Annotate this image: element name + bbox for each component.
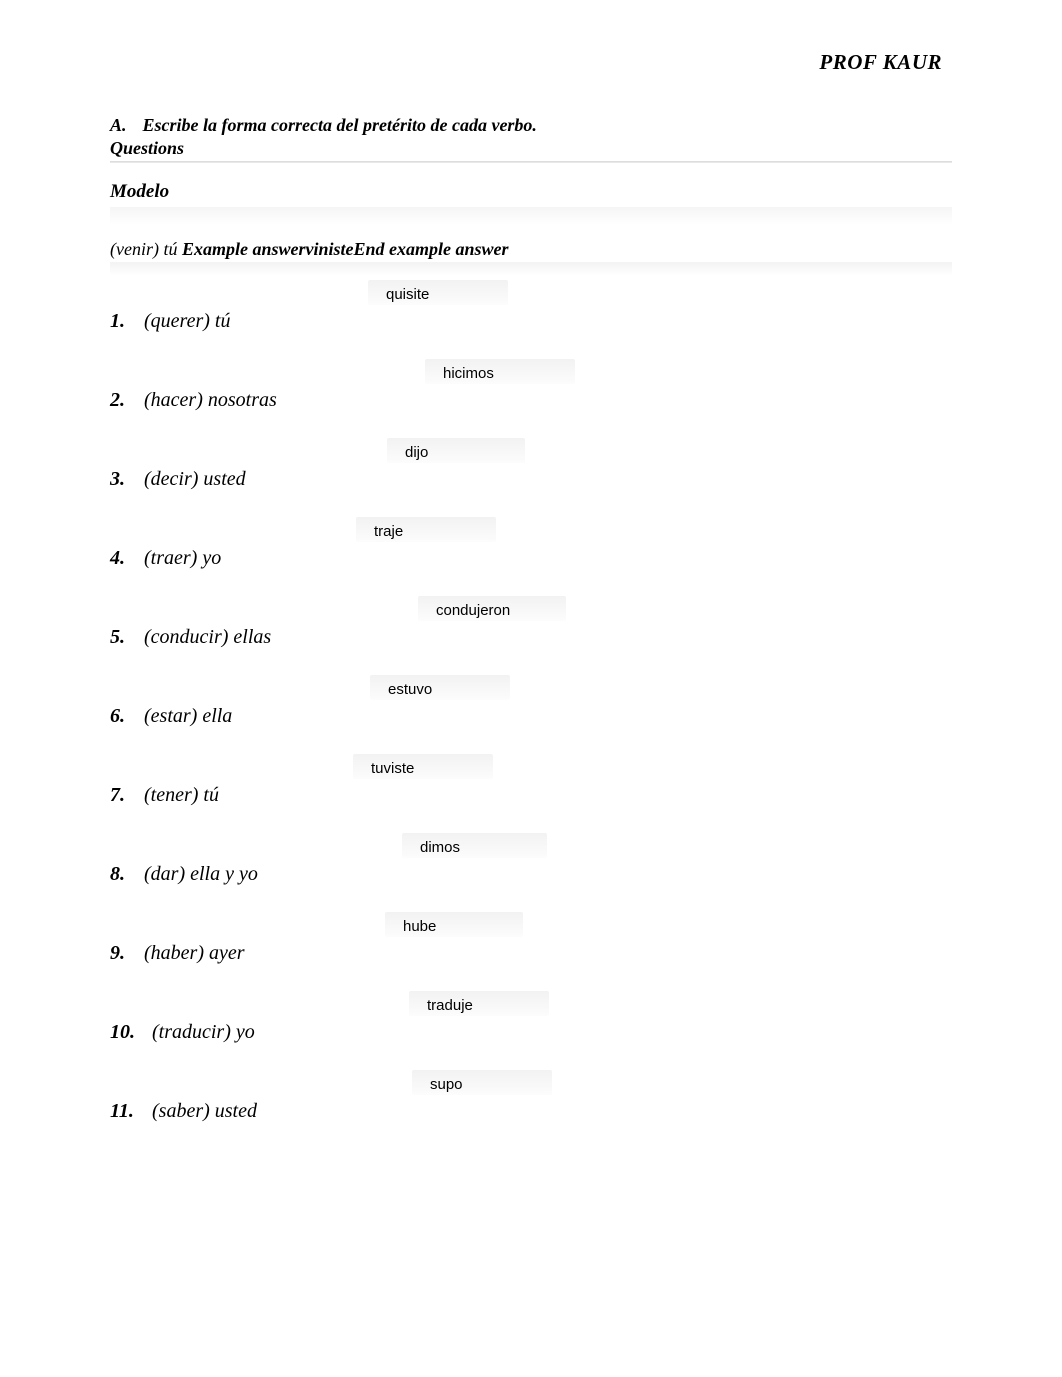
question-row: dijo3.(decir) usted: [110, 468, 952, 491]
modelo-example-answer: viniste: [306, 239, 354, 259]
answer-text: condujeron: [436, 602, 510, 619]
question-number: 10.: [110, 1021, 152, 1044]
question-row: quisite1.(querer) tú: [110, 310, 952, 333]
question-line: 5.(conducir) ellas: [110, 626, 952, 649]
modelo-title: Modelo: [110, 181, 952, 203]
question-number: 11.: [110, 1100, 152, 1123]
section-letter: A.: [110, 115, 127, 135]
question-row: dimos8.(dar) ella y yo: [110, 863, 952, 886]
question-number: 7.: [110, 784, 144, 807]
question-row: supo11.(saber) usted: [110, 1100, 952, 1123]
modelo-divider-bottom: [110, 262, 952, 276]
question-row: hicimos2.(hacer) nosotras: [110, 389, 952, 412]
answer-text: dimos: [420, 839, 460, 856]
question-row: traduje10.(traducir) yo: [110, 1021, 952, 1044]
question-number: 2.: [110, 389, 144, 412]
answer-text: traduje: [427, 997, 473, 1014]
question-prompt: (querer) tú: [144, 310, 230, 332]
question-prompt: (saber) usted: [152, 1100, 257, 1122]
question-line: 8.(dar) ella y yo: [110, 863, 952, 886]
answer-text: hicimos: [443, 365, 494, 382]
question-row: condujeron5.(conducir) ellas: [110, 626, 952, 649]
question-number: 6.: [110, 705, 144, 728]
question-prompt: (hacer) nosotras: [144, 389, 277, 411]
answer-text: supo: [430, 1076, 463, 1093]
modelo-prompt: (venir) tú: [110, 239, 182, 259]
question-number: 1.: [110, 310, 144, 333]
modelo-block: Modelo (venir) tú Example answervinisteE…: [110, 181, 952, 276]
question-prompt: (traer) yo: [144, 547, 221, 569]
answer-text: tuviste: [371, 760, 414, 777]
answer-text: dijo: [405, 444, 428, 461]
spacer: [131, 118, 139, 135]
question-row: tuviste7.(tener) tú: [110, 784, 952, 807]
answer-text: hube: [403, 918, 436, 935]
section-divider: [110, 161, 952, 163]
question-prompt: (traducir) yo: [152, 1021, 255, 1043]
answer-text: quisite: [386, 286, 429, 303]
modelo-example-prefix: Example answer: [182, 239, 306, 259]
modelo-example-suffix: End example answer: [354, 239, 509, 259]
question-line: 10.(traducir) yo: [110, 1021, 952, 1044]
question-prompt: (tener) tú: [144, 784, 219, 806]
modelo-divider-top: [110, 207, 952, 225]
questions-label: Questions: [110, 138, 952, 159]
question-row: estuvo6.(estar) ella: [110, 705, 952, 728]
question-row: hube9.(haber) ayer: [110, 942, 952, 965]
question-line: 4.(traer) yo: [110, 547, 952, 570]
question-number: 4.: [110, 547, 144, 570]
question-line: 2.(hacer) nosotras: [110, 389, 952, 412]
question-line: 9.(haber) ayer: [110, 942, 952, 965]
question-line: 7.(tener) tú: [110, 784, 952, 807]
question-prompt: (conducir) ellas: [144, 626, 271, 648]
question-line: 6.(estar) ella: [110, 705, 952, 728]
section-header: A. Escribe la forma correcta del pretéri…: [110, 115, 952, 136]
question-number: 9.: [110, 942, 144, 965]
question-line: 3.(decir) usted: [110, 468, 952, 491]
question-number: 5.: [110, 626, 144, 649]
question-prompt: (decir) usted: [144, 468, 246, 490]
answer-text: traje: [374, 523, 403, 540]
questions-list: quisite1.(querer) túhicimos2.(hacer) nos…: [110, 310, 952, 1123]
answer-text: estuvo: [388, 681, 432, 698]
modelo-line: (venir) tú Example answervinisteEnd exam…: [110, 239, 952, 260]
question-line: 1.(querer) tú: [110, 310, 952, 333]
section-instruction: Escribe la forma correcta del pretérito …: [143, 115, 537, 135]
question-number: 3.: [110, 468, 144, 491]
question-line: 11.(saber) usted: [110, 1100, 952, 1123]
question-row: traje4.(traer) yo: [110, 547, 952, 570]
question-prompt: (dar) ella y yo: [144, 863, 258, 885]
question-prompt: (haber) ayer: [144, 942, 245, 964]
question-prompt: (estar) ella: [144, 705, 232, 727]
header-author: PROF KAUR: [110, 50, 952, 75]
question-number: 8.: [110, 863, 144, 886]
